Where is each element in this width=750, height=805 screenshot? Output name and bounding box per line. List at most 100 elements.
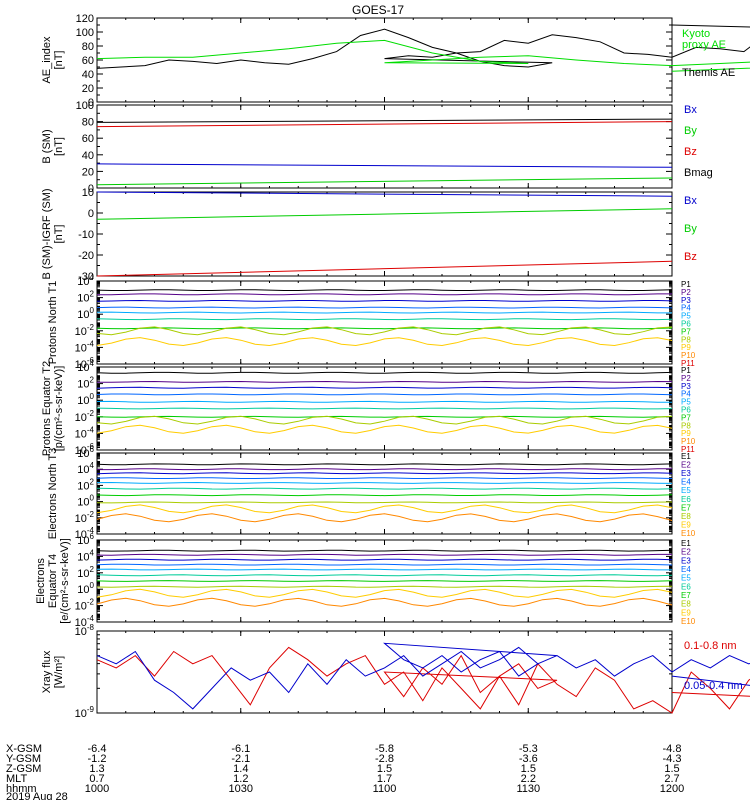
y-tick-label: 106: [77, 532, 94, 547]
x-axis-row-value: 1130: [516, 783, 540, 795]
y-tick-label: 100: [77, 392, 94, 407]
legend-item: P8: [681, 335, 691, 344]
x-axis-row-value: -1.2: [88, 753, 107, 765]
x-axis-row-value: 1.2: [233, 773, 248, 785]
y-tick-label: 102: [77, 565, 94, 580]
channel-line-p3: [96, 299, 673, 302]
legend-item: Bz: [684, 251, 697, 263]
x-axis-row-value: 1.5: [664, 763, 679, 775]
channel-line-e7: [96, 494, 673, 497]
x-axis-row-value: -6.1: [231, 743, 250, 755]
legend-item: P7: [681, 327, 691, 336]
legend-item: E3: [681, 469, 691, 478]
legend-item: E2: [681, 548, 691, 557]
legend-item: E10: [681, 617, 696, 626]
y-tick-label: 104: [77, 359, 94, 374]
y-tick-label: 80: [82, 117, 94, 129]
legend-item: Bmag: [684, 167, 713, 179]
y-tick-label: 10: [82, 187, 94, 199]
y-axis-label: Protons Equator T2[p/(cm²-s-sr-keV)]: [41, 361, 65, 456]
legend-item: 0.05-0.4 nm: [684, 680, 743, 692]
y-tick-label: 60: [82, 55, 94, 67]
legend-item: E7: [681, 591, 691, 600]
channel-line-p2: [97, 380, 673, 383]
channel-line-p6: [96, 407, 673, 410]
y-tick-label: 10-9: [75, 705, 95, 720]
x-axis-row-value: 1200: [660, 783, 684, 795]
channel-line-e3: [96, 558, 673, 561]
series-bx: [96, 191, 673, 197]
channel-line-p2: [97, 293, 672, 296]
legend-item: P10: [681, 437, 696, 446]
y-tick-label: 60: [82, 133, 94, 145]
legend-item: E10: [681, 529, 696, 538]
series-0-1-0-8-nm: [96, 646, 750, 714]
y-tick-label: 80: [82, 41, 94, 53]
x-axis-row-value: 1.5: [377, 763, 392, 775]
channel-line-p7: [96, 327, 673, 330]
legend-item: E8: [681, 600, 691, 609]
channel-line-p8: [96, 415, 673, 425]
channel-line-p9: [96, 337, 673, 347]
series-bz: [96, 121, 673, 128]
channel-line-e1: [96, 549, 673, 552]
legend-item: P5: [681, 312, 691, 321]
channel-line-e2: [97, 468, 672, 471]
channel-line-e4: [96, 563, 673, 566]
channel-line-p9: [96, 424, 673, 434]
x-axis-row-label: Y-GSM: [6, 753, 41, 765]
series-kyoto-proxy-ae: [96, 39, 750, 72]
y-axis-label: ElectronsEquator T4[e/(cm²-s-sr-keV)]: [35, 538, 71, 624]
legend-item: By: [684, 125, 697, 137]
y-tick-label: -20: [78, 250, 94, 262]
y-tick-label: 10-8: [75, 623, 95, 638]
y-tick-label: 100: [77, 581, 94, 596]
y-tick-label: 104: [77, 461, 94, 476]
x-axis-row-value: -5.8: [375, 743, 394, 755]
channel-line-p4: [96, 306, 673, 309]
panel-8: 10-8 10-9 Xray flux[W/m²] 0.1-0.8 nm 0.05-0.…: [41, 623, 750, 720]
legend-item: P5: [681, 398, 691, 407]
y-tick-label: 102: [77, 290, 94, 305]
y-tick-label: 10-4: [75, 526, 95, 541]
legend-item: Kyoto: [682, 28, 710, 40]
y-axis-label: B (SM)-IGRF (SM)[nT]: [41, 188, 65, 279]
legend-item: Themis AE: [682, 67, 735, 79]
panel-2: 100 80 60 40 20 0 B (SM)[nT] Bx By Bz Bmag: [41, 100, 713, 195]
legend-item: 0.1-0.8 nm: [684, 640, 737, 652]
legend-item: P11: [681, 359, 695, 368]
legend-item: P2: [681, 288, 691, 297]
legend-item: P9: [681, 429, 691, 438]
channel-line-p8: [96, 326, 673, 336]
legend-item: P6: [681, 406, 691, 415]
channel-line-p5: [96, 400, 673, 403]
channel-line-e5: [96, 481, 673, 484]
x-axis-row-value: -2.1: [231, 753, 250, 765]
y-tick-label: 120: [76, 13, 94, 25]
channel-line-e3: [96, 472, 673, 475]
legend-item: E3: [681, 556, 691, 565]
legend-item: P1: [681, 280, 691, 289]
legend-item: E9: [681, 520, 691, 529]
channel-line-e6: [96, 487, 673, 490]
channel-line-e6: [96, 574, 673, 577]
y-tick-label: 20: [82, 83, 94, 95]
legend-item: P6: [681, 320, 691, 329]
x-axis-row-value: 1000: [85, 783, 109, 795]
x-axis-row-value: -4.3: [663, 753, 682, 765]
y-tick-label: 10-2: [75, 510, 95, 525]
y-tick-label: 104: [77, 548, 94, 563]
y-tick-label: 100: [77, 306, 94, 321]
y-axis-label: AE_index[nT]: [41, 36, 65, 84]
x-axis-row-label: MLT: [6, 773, 27, 785]
channel-line-p1: [96, 289, 673, 291]
legend-item: E9: [681, 608, 691, 617]
x-axis-row-value: 2.7: [664, 773, 679, 785]
x-axis-row-value: 0.7: [89, 773, 104, 785]
legend-item: E4: [681, 478, 691, 487]
y-tick-label: 100: [76, 100, 94, 112]
legend-item: proxy AE: [682, 39, 726, 51]
